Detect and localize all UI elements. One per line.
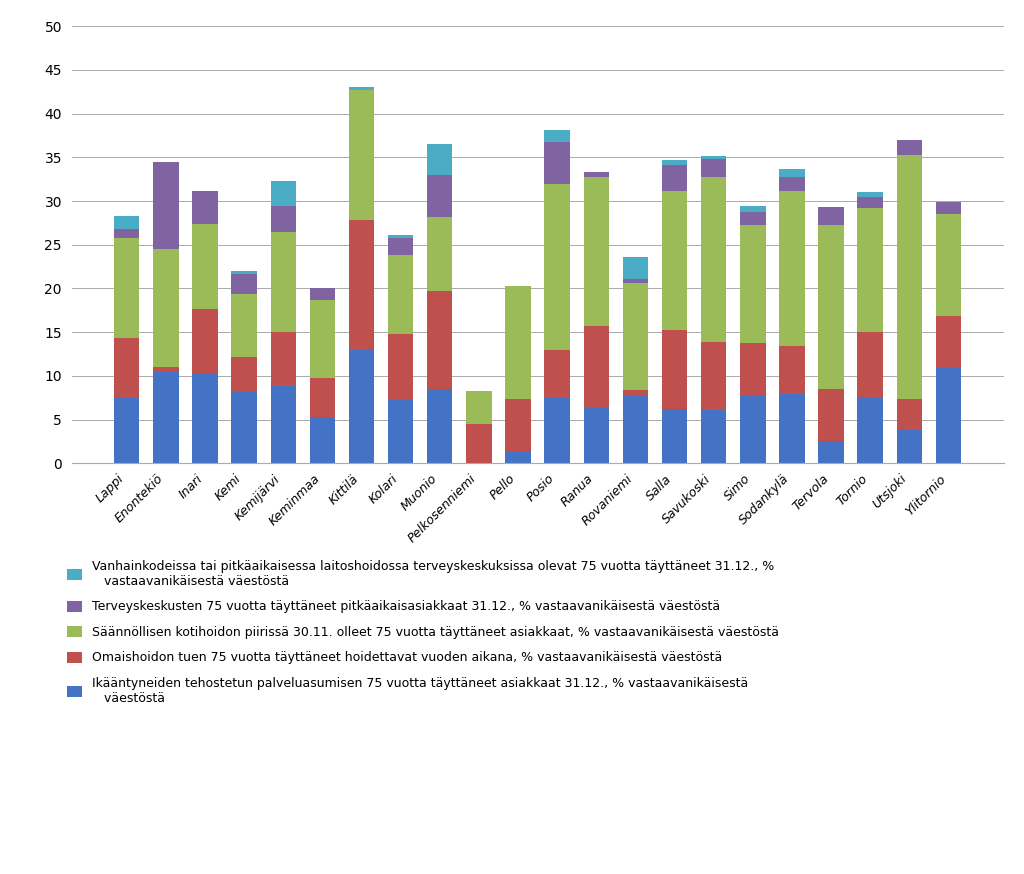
Bar	[897, 140, 922, 155]
Bar	[466, 391, 492, 424]
Bar	[427, 389, 453, 463]
Bar	[818, 207, 844, 225]
Bar	[193, 191, 218, 224]
Bar	[349, 350, 374, 463]
Bar	[662, 165, 687, 191]
Bar	[349, 90, 374, 220]
Bar	[231, 392, 257, 463]
Bar	[545, 184, 570, 350]
Bar	[427, 291, 453, 389]
Bar	[270, 206, 296, 232]
Bar	[231, 357, 257, 392]
Bar	[309, 417, 335, 463]
Bar	[584, 172, 609, 177]
Bar	[545, 130, 570, 142]
Bar	[857, 192, 883, 197]
Bar	[857, 332, 883, 398]
Bar	[154, 162, 178, 249]
Bar	[818, 441, 844, 463]
Bar	[936, 214, 962, 316]
Bar	[193, 224, 218, 309]
Legend: Vanhainkodeissa tai pitkäaikaisessa laitoshoidossa terveyskeskuksissa olevat 75 : Vanhainkodeissa tai pitkäaikaisessa lait…	[62, 555, 784, 710]
Bar	[309, 378, 335, 417]
Bar	[114, 398, 139, 463]
Bar	[740, 225, 766, 343]
Bar	[231, 271, 257, 274]
Bar	[505, 286, 530, 399]
Bar	[270, 232, 296, 332]
Bar	[584, 408, 609, 463]
Bar	[936, 367, 962, 463]
Bar	[857, 208, 883, 332]
Bar	[114, 238, 139, 338]
Bar	[309, 288, 335, 300]
Bar	[505, 399, 530, 451]
Bar	[388, 400, 414, 463]
Bar	[662, 160, 687, 165]
Bar	[270, 332, 296, 386]
Bar	[388, 334, 414, 400]
Bar	[154, 249, 178, 367]
Bar	[662, 191, 687, 330]
Bar	[779, 191, 805, 346]
Bar	[857, 197, 883, 208]
Bar	[623, 395, 648, 463]
Bar	[897, 399, 922, 430]
Bar	[388, 235, 414, 238]
Bar	[779, 346, 805, 394]
Bar	[388, 238, 414, 255]
Bar	[701, 410, 726, 463]
Bar	[740, 212, 766, 225]
Bar	[779, 394, 805, 463]
Bar	[623, 257, 648, 279]
Bar	[623, 283, 648, 390]
Bar	[740, 206, 766, 212]
Bar	[623, 390, 648, 395]
Bar	[897, 155, 922, 399]
Bar	[857, 398, 883, 463]
Bar	[662, 409, 687, 463]
Bar	[466, 424, 492, 463]
Bar	[388, 255, 414, 334]
Bar	[231, 294, 257, 357]
Bar	[897, 430, 922, 463]
Bar	[936, 202, 962, 214]
Bar	[584, 177, 609, 326]
Bar	[779, 177, 805, 191]
Bar	[701, 159, 726, 177]
Bar	[545, 142, 570, 184]
Bar	[818, 389, 844, 441]
Bar	[114, 338, 139, 398]
Bar	[427, 144, 453, 175]
Bar	[662, 330, 687, 409]
Bar	[193, 373, 218, 463]
Bar	[545, 350, 570, 398]
Bar	[193, 309, 218, 373]
Bar	[936, 316, 962, 367]
Bar	[349, 220, 374, 350]
Bar	[740, 343, 766, 395]
Bar	[779, 169, 805, 177]
Bar	[584, 326, 609, 408]
Bar	[114, 229, 139, 238]
Bar	[505, 451, 530, 463]
Bar	[818, 225, 844, 389]
Bar	[623, 279, 648, 283]
Bar	[154, 367, 178, 371]
Bar	[427, 217, 453, 291]
Bar	[154, 371, 178, 463]
Bar	[231, 274, 257, 294]
Bar	[701, 156, 726, 159]
Bar	[309, 300, 335, 378]
Bar	[349, 87, 374, 90]
Bar	[270, 181, 296, 206]
Bar	[114, 216, 139, 229]
Bar	[545, 398, 570, 463]
Bar	[270, 386, 296, 463]
Bar	[740, 395, 766, 463]
Bar	[701, 342, 726, 410]
Bar	[427, 175, 453, 217]
Bar	[701, 177, 726, 342]
